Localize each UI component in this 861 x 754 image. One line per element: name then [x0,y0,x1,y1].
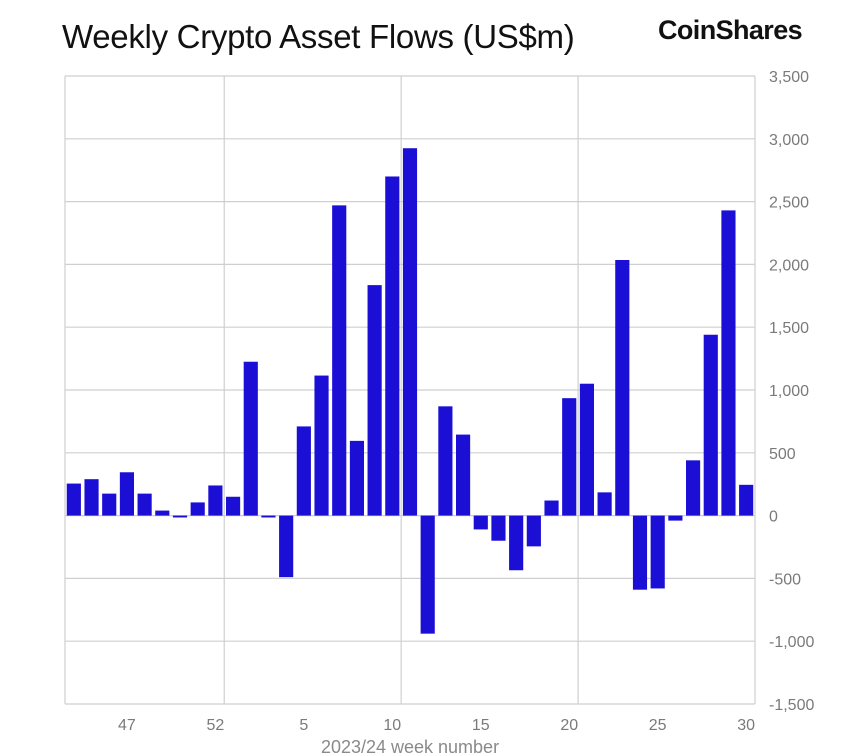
y-tick-label: 2,000 [769,257,809,274]
bar-week-30 [739,484,754,516]
x-tick-label: 5 [299,717,308,734]
bar-week-10 [385,176,400,516]
y-tick-label: 3,500 [769,69,809,86]
x-tick-label: 47 [118,717,136,734]
brand-logo: CoinShares [658,15,803,45]
bar-week-28 [703,334,718,516]
y-tick-label: -1,000 [769,634,814,651]
bar-week-12 [420,515,435,634]
y-tick-label: -500 [769,571,801,588]
bar-week-1 [226,496,241,516]
bar-week-47 [119,472,134,516]
y-tick-label: 2,500 [769,195,809,212]
bar-week-9 [367,285,382,516]
x-tick-label: 52 [206,717,224,734]
bar-week-23 [615,260,630,516]
y-tick-label: 1,000 [769,383,809,400]
bar-week-29 [721,210,736,516]
x-tick-label: 20 [560,717,578,734]
bar-week-24 [632,515,648,590]
chart-title: Weekly Crypto Asset Flows (US$m) [62,18,575,55]
bar-week-52 [208,485,223,516]
bar-week-26 [668,515,683,521]
bar-week-8 [349,440,364,516]
x-tick-label: 25 [649,717,667,734]
x-tick-label: 10 [383,717,401,734]
bar-week-46 [102,493,117,516]
bar-week-45 [84,479,99,516]
bar-week-27 [686,460,701,516]
vertical-gridlines [64,76,756,704]
bar-week-17 [509,515,524,571]
bar-week-16 [491,515,506,541]
bar-week-25 [650,515,665,589]
x-tick-label: 30 [737,717,755,734]
bar-week-11 [402,148,418,516]
bar-week-15 [473,515,488,530]
y-tick-label: 0 [769,509,778,526]
x-axis-ticks: 47 52 5 10 15 20 25 30 [118,717,755,734]
x-tick-label: 15 [472,717,490,734]
y-axis-ticks: 3,500 3,000 2,500 2,000 1,500 1,000 500 0 -500 -1… [769,69,814,714]
bar-week-44 [66,483,81,516]
bar-week-6 [314,375,329,516]
bar-week-3 [261,515,276,518]
bar-week-50 [172,515,188,518]
bar-week-49 [155,510,170,516]
bar-week-18 [526,515,541,547]
bar-week-13 [438,406,453,516]
y-tick-label: 500 [769,446,796,463]
bar-series [66,148,754,634]
bar-week-48 [137,493,152,516]
bar-week-4 [279,515,294,578]
bar-week-22 [597,492,612,516]
bar-week-2 [243,361,258,516]
bar-week-5 [296,426,311,516]
bar-week-51 [190,502,205,516]
y-tick-label: -1,500 [769,697,814,714]
x-axis-label: 2023/24 week number [321,737,499,754]
y-tick-label: 1,500 [769,320,809,337]
bar-week-14 [456,434,471,516]
bar-week-21 [579,383,594,516]
y-tick-label: 3,000 [769,132,809,149]
bar-week-20 [562,398,577,516]
bar-week-7 [332,205,347,516]
bar-week-19 [544,500,559,516]
